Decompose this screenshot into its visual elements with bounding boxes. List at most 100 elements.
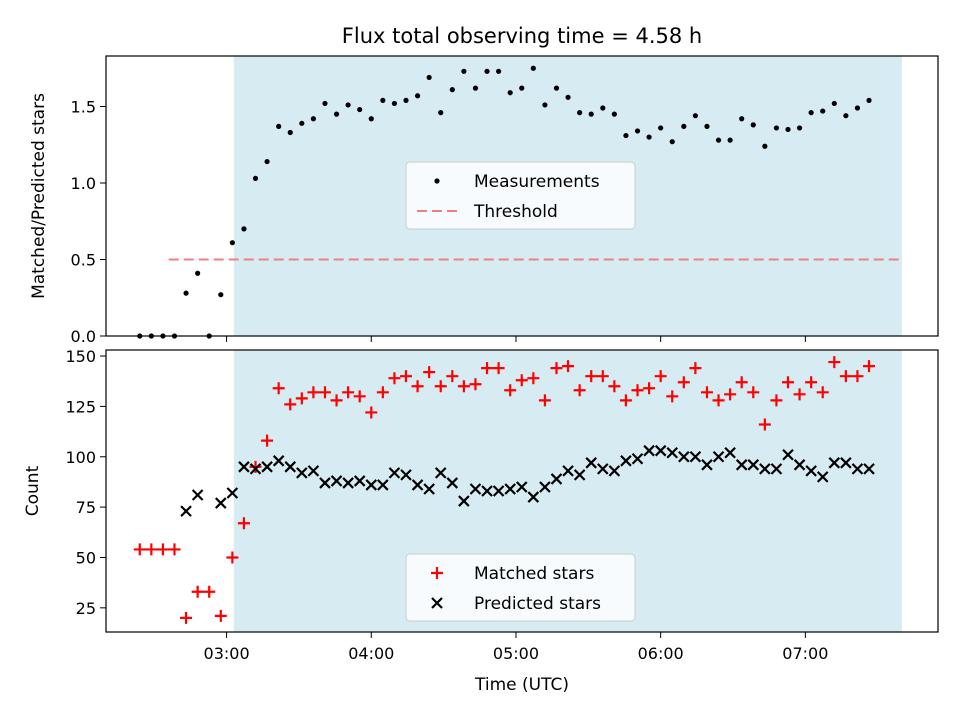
- top-legend: Measurements Threshold: [405, 161, 636, 230]
- measurement-point: [762, 143, 768, 149]
- measurement-point: [310, 116, 316, 122]
- measurement-point: [252, 175, 259, 182]
- measurement-point: [831, 100, 837, 107]
- measurement-point: [553, 85, 560, 91]
- bottom-axes-frame: [105, 349, 939, 633]
- predicted-point: [423, 483, 435, 495]
- matched-point: [689, 362, 702, 375]
- matched-point: [469, 378, 482, 391]
- matched-point: [712, 394, 725, 407]
- matched-point: [168, 543, 181, 556]
- matched-point: [307, 386, 320, 399]
- matched-point: [527, 372, 540, 385]
- measurement-point: [241, 226, 247, 232]
- matched-point: [515, 374, 528, 387]
- x-tick-label: 04:00: [348, 644, 394, 663]
- measurement-point: [646, 134, 652, 140]
- matched-point: [631, 384, 644, 397]
- matched-point: [851, 370, 864, 383]
- predicted-point: [712, 450, 725, 463]
- legend-matched-marker: [431, 567, 443, 579]
- matched-point: [805, 376, 818, 389]
- predicted-point: [388, 467, 401, 479]
- matched-point: [816, 386, 829, 399]
- predicted-point: [434, 467, 447, 479]
- predicted-point: [307, 465, 320, 477]
- predicted-point: [562, 465, 574, 477]
- measurement-point: [669, 139, 675, 145]
- measurement-point: [229, 240, 235, 246]
- bottom-legend: Matched stars Predicted stars: [405, 553, 636, 622]
- predicted-point: [492, 485, 505, 497]
- matched-point: [758, 418, 771, 431]
- predicted-point: [666, 446, 679, 459]
- predicted-point: [678, 450, 690, 463]
- matched-point: [156, 543, 169, 556]
- matched-point: [261, 434, 274, 447]
- matched-point: [573, 384, 586, 397]
- matched-point: [724, 388, 737, 401]
- measurement-point: [380, 97, 386, 103]
- predicted-point: [863, 463, 875, 475]
- measurement-point: [796, 125, 803, 131]
- matched-point: [828, 356, 841, 369]
- matched-point: [504, 384, 517, 397]
- measurement-point: [773, 125, 780, 131]
- predicted-point: [261, 461, 273, 473]
- predicted-point: [330, 475, 343, 487]
- predicted-point: [481, 485, 493, 497]
- measurement-point: [496, 68, 502, 74]
- matched-point: [353, 390, 366, 403]
- matched-point: [481, 362, 494, 375]
- measurement-point: [484, 68, 490, 74]
- measurement-point: [276, 123, 282, 129]
- measurement-point: [426, 74, 432, 81]
- predicted-point: [735, 459, 748, 471]
- measurement-point: [403, 97, 409, 103]
- matched-point: [376, 386, 389, 399]
- predicted-point: [770, 463, 783, 475]
- measurement-point: [322, 100, 328, 107]
- matched-point: [318, 386, 331, 399]
- x-tick-label: 06:00: [638, 644, 684, 663]
- y-tick-label: 75: [76, 498, 96, 517]
- predicted-point: [377, 479, 389, 491]
- predicted-point: [805, 465, 817, 477]
- matched-point: [284, 398, 297, 411]
- matched-point: [214, 609, 227, 622]
- top-axes-frame: [105, 55, 939, 337]
- top-y-axis-label: Matched/Predicted stars: [29, 93, 49, 299]
- predicted-point: [446, 477, 459, 489]
- top-legend-box: [405, 161, 636, 230]
- measurement-point: [820, 108, 826, 114]
- measurement-point: [623, 132, 629, 139]
- matched-point: [330, 394, 343, 407]
- matched-point: [191, 585, 204, 598]
- measurement-point: [530, 65, 536, 71]
- predicted-point: [816, 471, 829, 483]
- predicted-point: [319, 477, 331, 489]
- measurement-point: [345, 102, 351, 108]
- matched-point: [180, 611, 193, 624]
- matched-point: [295, 392, 308, 405]
- matched-point: [793, 388, 806, 401]
- predicted-point: [238, 461, 250, 473]
- matched-point: [770, 394, 783, 407]
- predicted-point: [458, 495, 470, 507]
- matched-point: [446, 370, 459, 383]
- matched-point: [863, 360, 876, 373]
- measurement-point: [727, 137, 733, 143]
- matched-point: [735, 376, 748, 389]
- measurement-point: [843, 113, 849, 119]
- measurement-point: [808, 110, 814, 116]
- predicted-point: [689, 450, 702, 463]
- matched-point: [249, 460, 262, 473]
- y-tick-label: 125: [65, 397, 96, 416]
- measurement-point: [600, 105, 606, 111]
- matched-point: [388, 372, 401, 385]
- legend-threshold-label: Threshold: [473, 202, 558, 222]
- matched-point: [839, 370, 852, 383]
- predicted-point: [759, 463, 771, 475]
- predicted-point: [701, 459, 713, 471]
- predicted-point: [631, 452, 644, 465]
